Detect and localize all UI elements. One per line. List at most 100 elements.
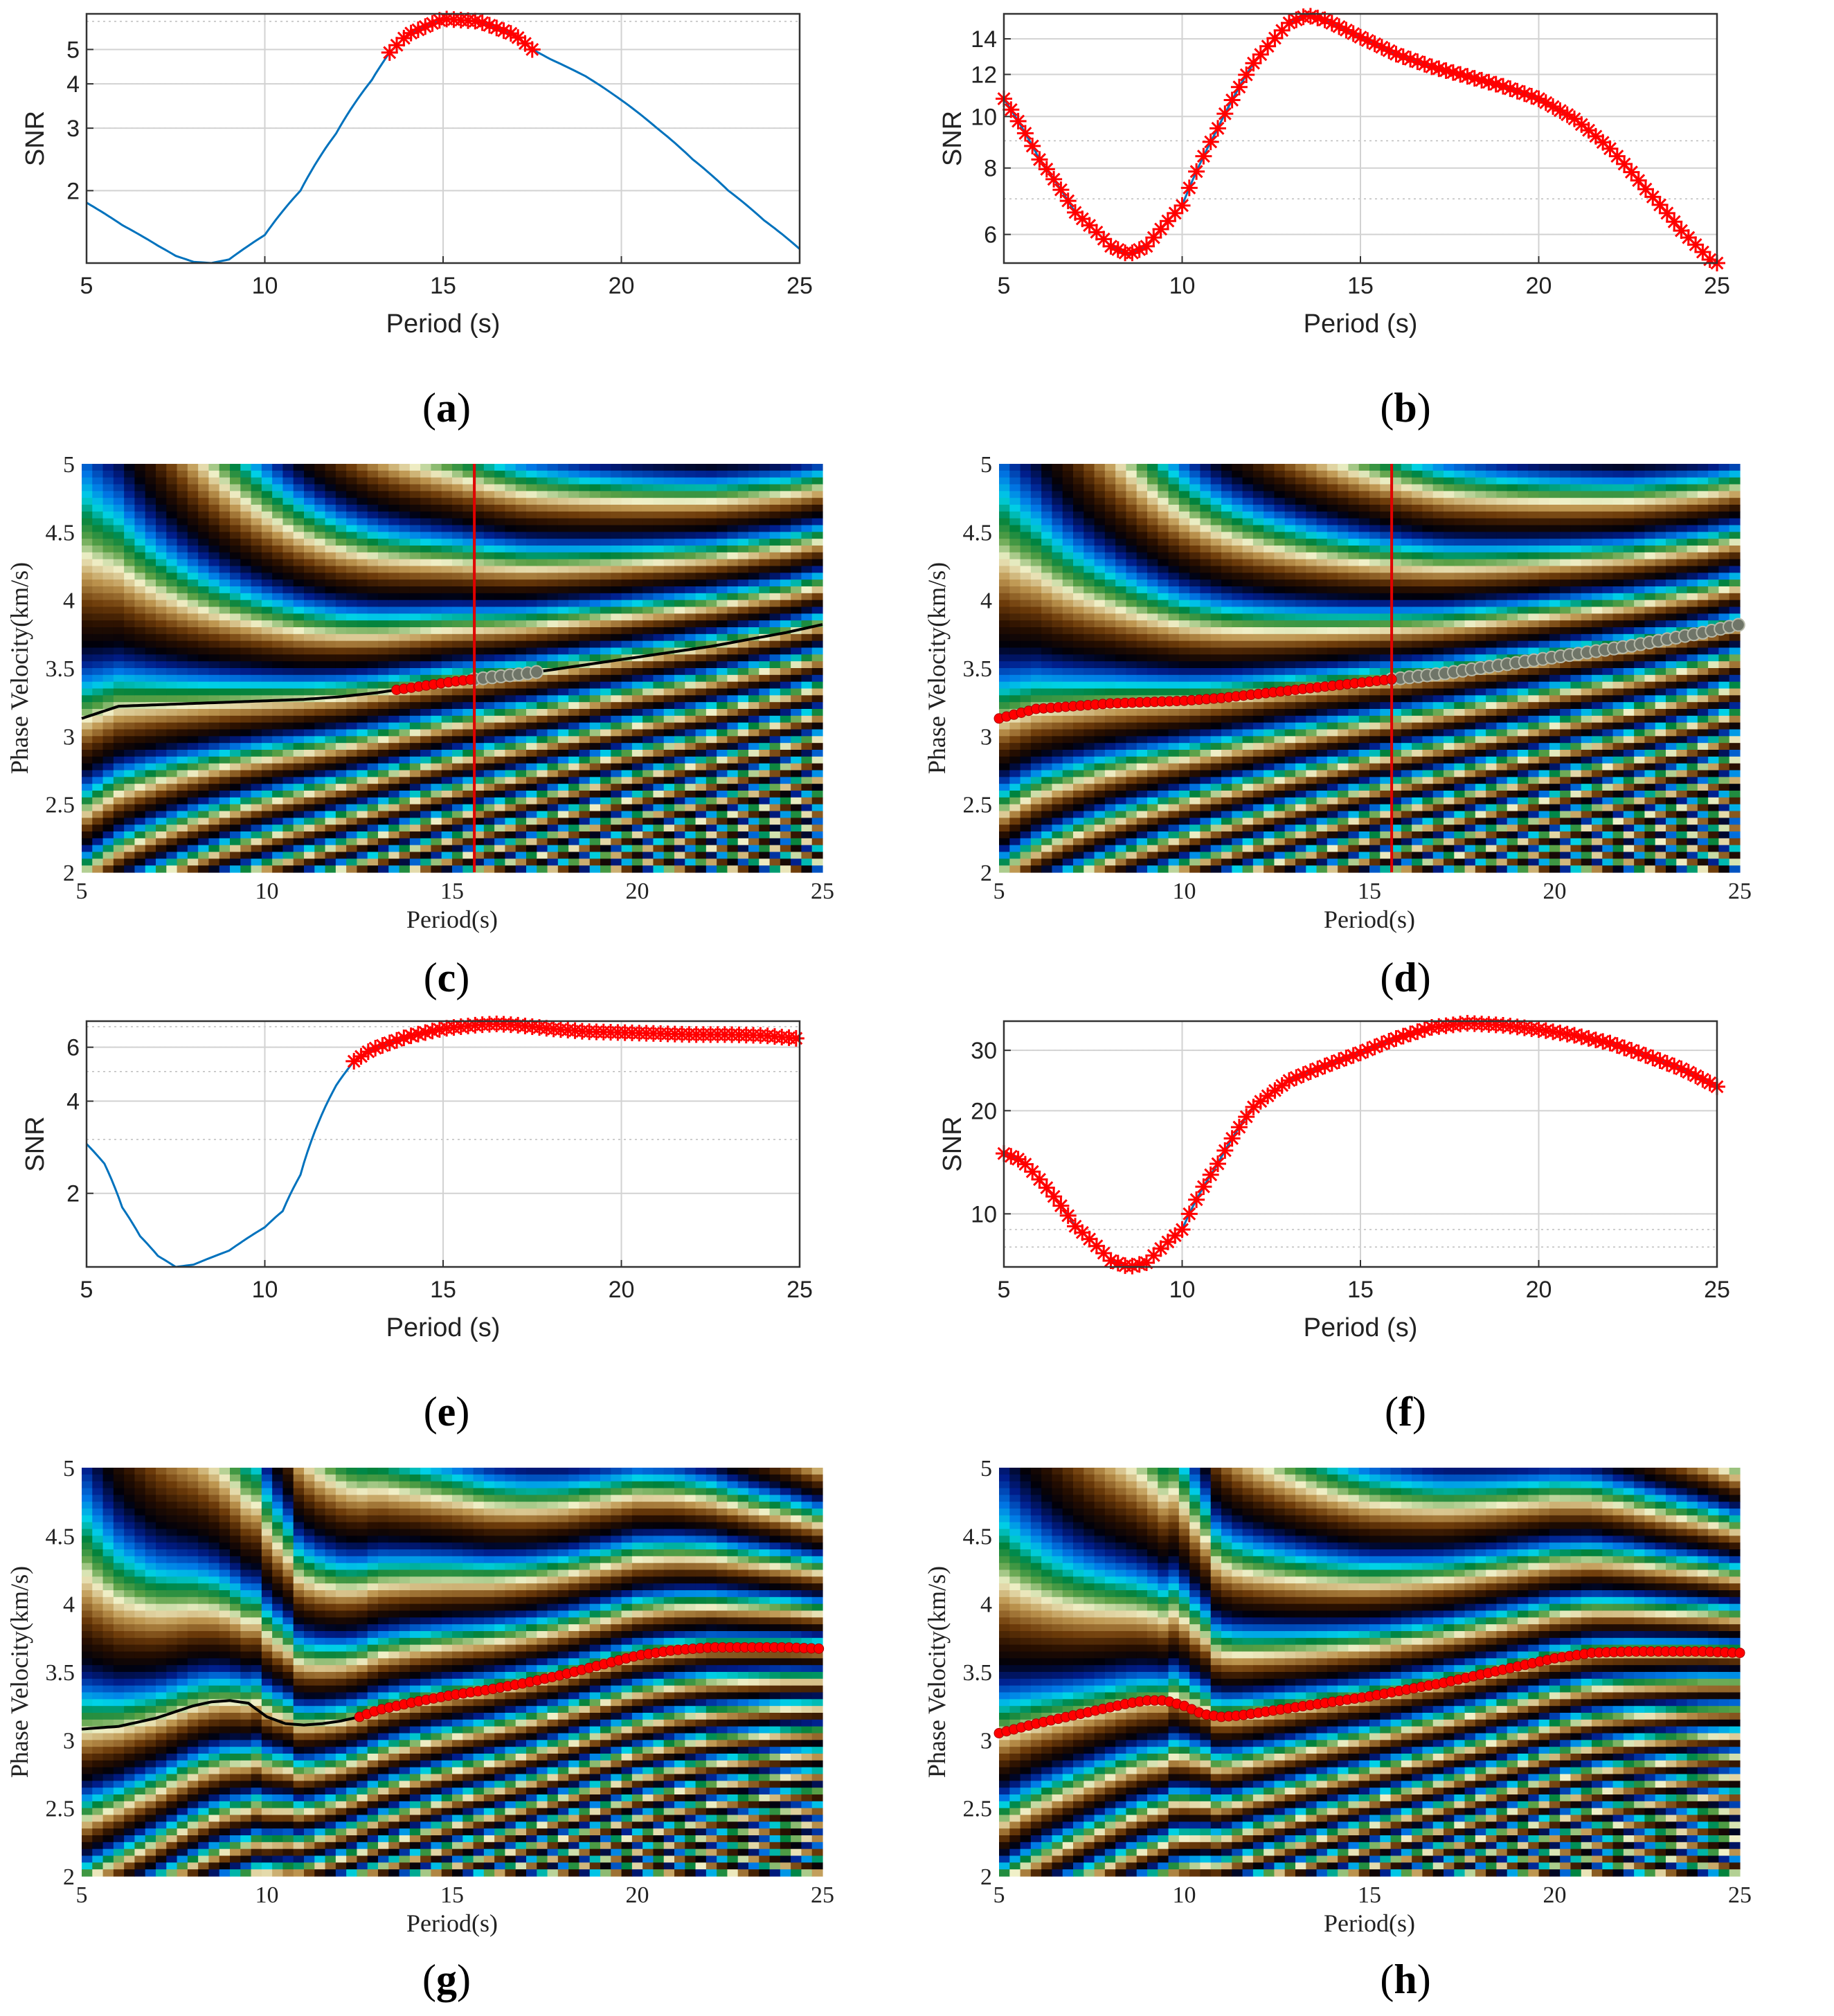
snr-marker	[395, 1029, 413, 1047]
snr-marker	[1359, 32, 1376, 49]
snr-marker	[1651, 196, 1669, 213]
snr-marker	[1630, 172, 1647, 189]
snr-marker	[381, 1034, 398, 1052]
y-tick-label: 4	[63, 588, 75, 614]
snr-marker	[1252, 1092, 1269, 1110]
snr-marker	[1580, 122, 1597, 139]
snr-marker	[1216, 105, 1234, 123]
x-axis-label: Period(s)	[406, 1909, 498, 1937]
panel-b: 5 10 15 20 25 6 8 10 12 14 Period (s) SNR	[917, 0, 1831, 346]
snr-marker	[402, 1027, 420, 1045]
snr-marker	[1180, 179, 1198, 197]
caption-h: (h)	[1380, 1956, 1431, 2002]
snr-marker	[417, 1024, 434, 1041]
snr-marker	[1416, 1021, 1433, 1038]
snr-marker	[1594, 1033, 1612, 1050]
axes: 5 10 15 20 25 2 3 4 5 Period (s) SNR	[21, 37, 813, 339]
snr-marker	[1131, 1256, 1148, 1273]
x-tick-label: 25	[1704, 1277, 1730, 1303]
x-tick-label: 20	[609, 1277, 635, 1303]
snr-marker	[1509, 82, 1526, 100]
axes: 5 10 15 20 25 2 2.5 3 3.5 4 4.5 5 Period(s) Phase Vel…	[923, 1456, 1752, 1937]
x-tick-label: 5	[80, 1277, 93, 1303]
y-tick-label: 2	[980, 861, 992, 886]
snr-marker	[1637, 1047, 1654, 1064]
dispersion-image-c: 5 10 15 20 25 2 2.5 3 3.5 4 4.5 5 Period(s) Phase Vel…	[6, 452, 834, 933]
snr-marker	[1316, 1057, 1333, 1074]
snr-marker	[1074, 1224, 1091, 1241]
x-tick-label: 25	[786, 1277, 813, 1303]
snr-marker	[1309, 10, 1327, 27]
snr-marker	[388, 1032, 406, 1049]
y-tick-label: 2	[63, 861, 75, 886]
snr-marker	[1102, 1252, 1120, 1269]
y-axis-label: SNR	[21, 111, 50, 166]
y-tick-label: 14	[971, 26, 997, 53]
dispersion-texture	[999, 464, 1741, 873]
x-axis-label: Period(s)	[1324, 906, 1415, 933]
snr-marker	[1680, 229, 1697, 246]
snr-marker	[1195, 147, 1212, 165]
picked-markers	[994, 1646, 1745, 1738]
plot-frame	[85, 12, 801, 264]
snr-marker	[1131, 241, 1148, 258]
snr-chart-e: 5 10 15 20 25 2 4 6 Period (s) SNR	[21, 1015, 813, 1342]
y-tick-label: 2.5	[46, 1797, 75, 1822]
snr-marker	[1188, 1191, 1205, 1208]
snr-marker	[1323, 15, 1340, 32]
snr-marker	[1145, 1247, 1162, 1264]
snr-marker	[1387, 46, 1405, 63]
x-tick-label: 25	[811, 879, 834, 904]
x-tick-label: 20	[626, 879, 649, 904]
snr-marker	[1302, 8, 1319, 25]
snr-marker	[1109, 1254, 1126, 1272]
y-tick-label: 2	[66, 178, 80, 204]
snr-marker	[1673, 222, 1690, 240]
snr-marker	[431, 12, 448, 29]
y-tick-label: 3	[980, 1728, 992, 1754]
x-tick-label: 15	[1358, 1882, 1381, 1908]
dispersion-texture	[82, 464, 823, 873]
x-tick-label: 5	[76, 1882, 88, 1908]
y-axis-label: Phase Velocity(km/s)	[6, 562, 33, 774]
x-tick-label: 10	[255, 879, 279, 904]
snr-marker	[1230, 1119, 1248, 1136]
x-tick-label: 20	[609, 273, 635, 299]
panel-d: 5 10 15 20 25 2 2.5 3 3.5 4 4.5 5 Period(s) Phase Vel…	[917, 443, 1831, 942]
x-tick-label: 10	[1169, 273, 1196, 299]
y-tick-label: 8	[984, 156, 997, 182]
snr-marker	[1188, 163, 1205, 180]
x-tick-label: 20	[1543, 1882, 1567, 1908]
snr-marker	[1009, 1151, 1027, 1168]
snr-marker	[1487, 75, 1504, 93]
snr-marker	[424, 1023, 441, 1040]
snr-marker	[1159, 213, 1176, 230]
snr-marker	[1295, 1066, 1312, 1083]
snr-marker	[1566, 1027, 1583, 1044]
panel-h: 5 10 15 20 25 2 2.5 3 3.5 4 4.5 5 Period(s) Phase Vel…	[917, 1447, 1831, 1945]
axes: 5 10 15 20 25 2 2.5 3 3.5 4 4.5 5 Period(s) Phase Vel…	[6, 1456, 834, 1937]
y-tick-label: 4	[66, 71, 80, 98]
snr-marker	[1666, 1057, 1683, 1074]
snr-marker	[1423, 58, 1440, 75]
y-tick-label: 2	[63, 1864, 75, 1890]
snr-marker	[1024, 137, 1041, 154]
snr-marker	[1009, 113, 1027, 130]
y-tick-label: 3	[63, 724, 75, 750]
picked-markers	[994, 674, 1397, 724]
y-tick-label: 5	[980, 1456, 992, 1482]
snr-marker	[1088, 224, 1105, 241]
snr-marker	[1387, 1029, 1405, 1047]
snr-marker	[1288, 1069, 1305, 1086]
snr-marker	[1701, 1074, 1718, 1092]
y-axis-label: Phase Velocity(km/s)	[923, 1566, 951, 1778]
snr-marker	[1003, 101, 1020, 118]
snr-marker	[1259, 37, 1277, 55]
caption-c: (c)	[423, 955, 470, 1000]
snr-marker	[1701, 251, 1718, 269]
snr-marker	[488, 19, 505, 37]
panel-g: 5 10 15 20 25 2 2.5 3 3.5 4 4.5 5 Period(s) Phase Vel…	[0, 1447, 914, 1945]
snr-marker	[1038, 161, 1055, 178]
snr-marker	[1601, 140, 1619, 157]
snr-marker	[1052, 1197, 1070, 1214]
